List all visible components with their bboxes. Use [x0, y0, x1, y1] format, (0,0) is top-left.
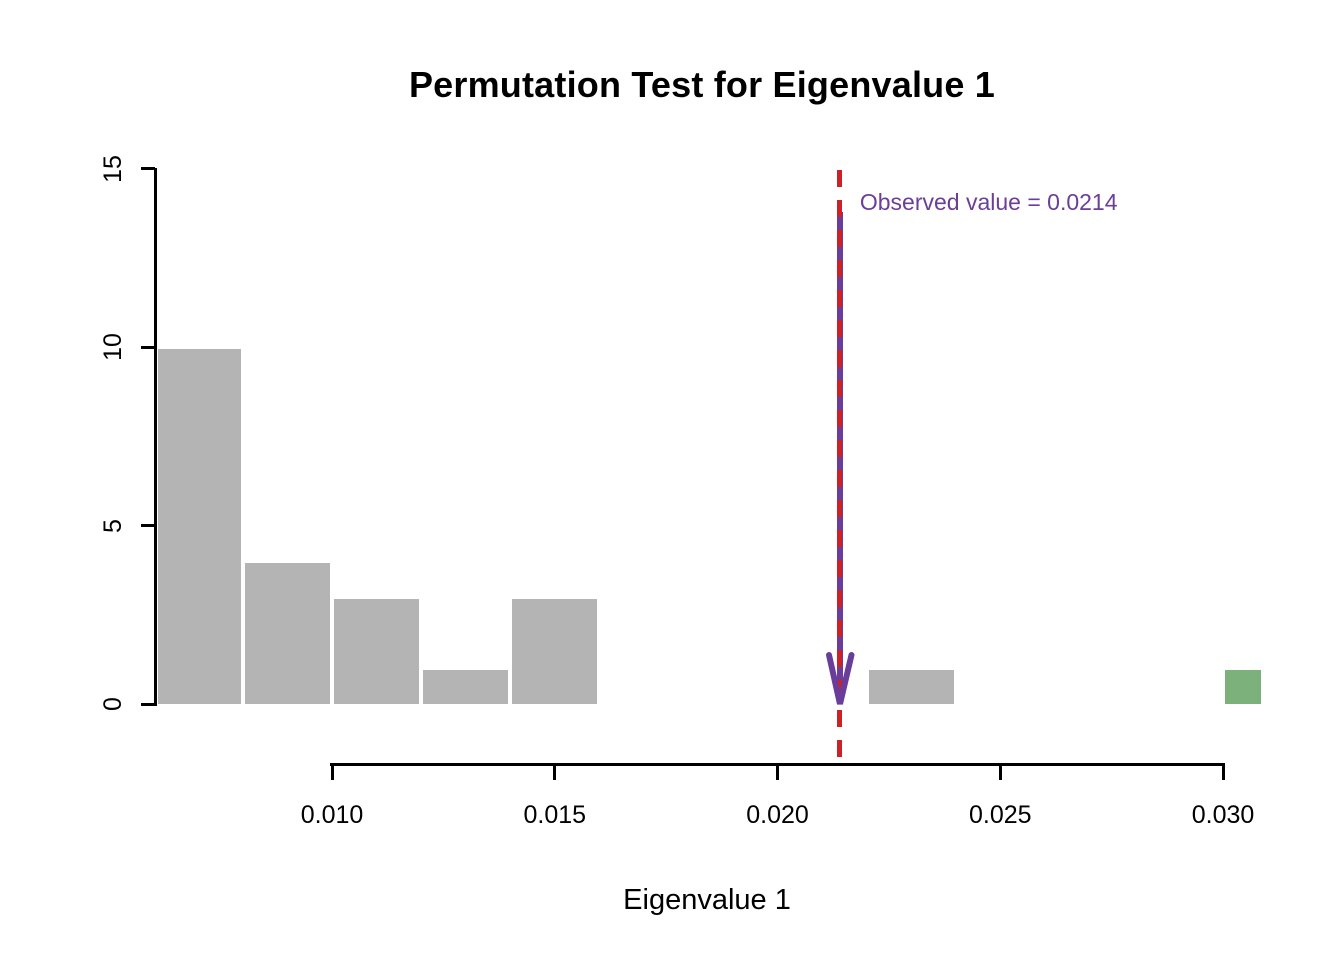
histogram-bar: [1223, 668, 1264, 706]
y-axis-tick-label: 5: [99, 518, 127, 533]
y-axis-tick-label: 15: [99, 155, 127, 183]
histogram-bar: [510, 596, 600, 706]
y-axis-line: [154, 168, 157, 706]
histogram-bar: [156, 347, 243, 706]
x-axis-tick-label: 0.015: [523, 801, 587, 829]
histogram-bar: [866, 668, 956, 706]
x-axis-tick-label: 0.025: [968, 801, 1032, 829]
x-axis-tick-label: 0.030: [1191, 801, 1255, 829]
x-axis-tick-label: 0.020: [746, 801, 809, 829]
y-axis-tick-label: 0: [99, 697, 127, 711]
y-axis-tick: [141, 524, 155, 528]
observed-value-line: [837, 170, 843, 770]
chart-title: Permutation Test for Eigenvalue 1: [408, 64, 996, 105]
histogram-bar: [242, 561, 332, 706]
x-axis-tick-label: 0.010: [300, 801, 364, 829]
x-axis-tick: [998, 763, 1002, 780]
y-axis-tick-label: 10: [99, 333, 127, 362]
y-axis-tick: [141, 167, 155, 171]
x-axis-tick: [1221, 763, 1225, 780]
histogram-bar: [332, 596, 422, 706]
x-axis-tick: [553, 763, 557, 780]
down-arrow-icon: [825, 652, 855, 705]
histogram-bar: [421, 668, 511, 706]
x-axis-tick: [776, 763, 779, 780]
observed-value-label: Observed value = 0.0214: [859, 189, 1118, 215]
x-axis-tick: [330, 763, 334, 780]
y-axis-tick: [141, 702, 155, 706]
y-axis-tick: [141, 345, 155, 349]
x-axis-title: Eigenvalue 1: [623, 884, 791, 916]
